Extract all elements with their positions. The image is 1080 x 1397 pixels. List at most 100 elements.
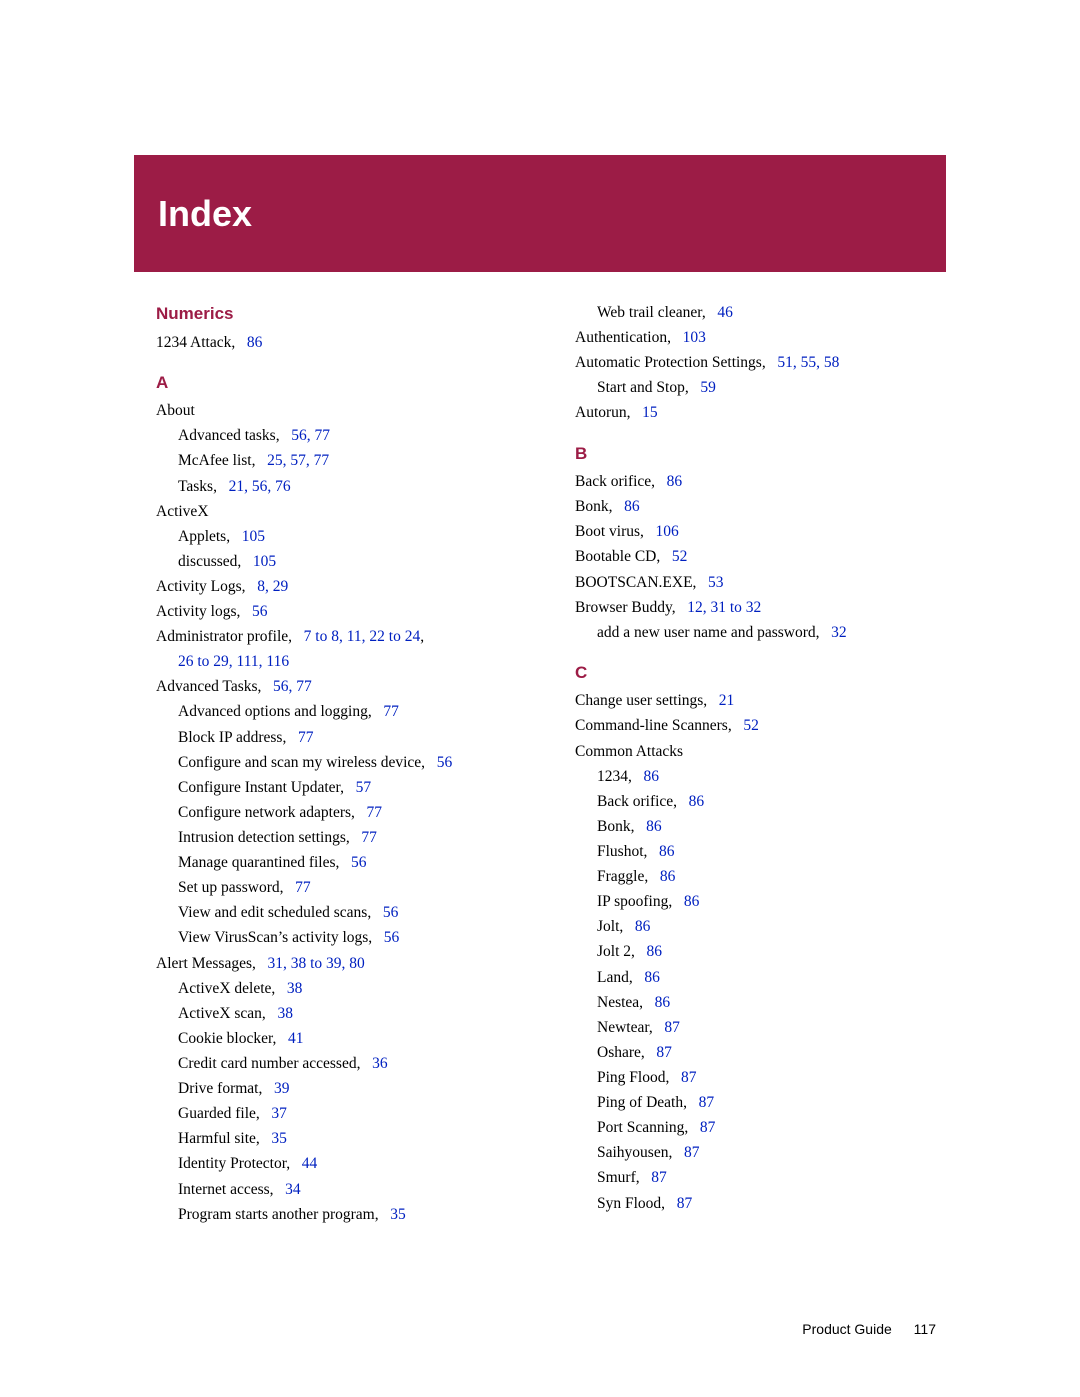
entry-text: Applets,	[178, 528, 230, 545]
page-ref[interactable]: 86	[644, 969, 660, 986]
page-ref[interactable]: 15	[642, 404, 658, 421]
entry-text: Configure Instant Updater,	[178, 779, 344, 796]
page-ref[interactable]: 77	[367, 804, 383, 821]
entry-text: Authentication,	[575, 329, 671, 346]
entry-text: Fraggle,	[597, 868, 648, 885]
entry-ca-nestea: Nestea, 86	[575, 990, 946, 1015]
page-ref[interactable]: 87	[656, 1044, 672, 1061]
page-ref[interactable]: 36	[372, 1055, 388, 1072]
page-ref[interactable]: 21	[719, 692, 735, 709]
page-ref[interactable]: 53	[708, 574, 724, 591]
entry-activex-delete: ActiveX delete, 38	[156, 976, 527, 1001]
page-ref[interactable]: 32	[831, 624, 847, 641]
entry-text: Back orifice,	[597, 793, 677, 810]
entry-text: Syn Flood,	[597, 1195, 665, 1212]
entry-change-user: Change user settings, 21	[575, 688, 946, 713]
page-ref[interactable]: 86	[660, 868, 676, 885]
page-ref[interactable]: 38	[287, 980, 303, 997]
entry-harmful-site: Harmful site, 35	[156, 1126, 527, 1151]
page-ref[interactable]: 56	[383, 904, 399, 921]
page-ref[interactable]: 87	[677, 1195, 693, 1212]
page-ref[interactable]: 87	[700, 1119, 716, 1136]
page-ref[interactable]: 51, 55, 58	[777, 354, 839, 371]
page-ref[interactable]: 35	[390, 1206, 406, 1223]
page-ref[interactable]: 34	[285, 1181, 301, 1198]
page-ref[interactable]: 87	[684, 1144, 700, 1161]
entry-text: Drive format,	[178, 1080, 262, 1097]
entry-creditcard: Credit card number accessed, 36	[156, 1051, 527, 1076]
page-ref[interactable]: 86	[644, 768, 660, 785]
page-ref[interactable]: 87	[664, 1019, 680, 1036]
entry-text: Saihyousen,	[597, 1144, 672, 1161]
page-ref[interactable]: 57	[356, 779, 372, 796]
page-ref[interactable]: 86	[646, 818, 662, 835]
page-ref[interactable]: 87	[681, 1069, 697, 1086]
entry-about: About	[156, 398, 527, 423]
page-ref[interactable]: 103	[683, 329, 706, 346]
page-ref[interactable]: 56, 77	[273, 678, 312, 695]
page-ref[interactable]: 77	[298, 729, 314, 746]
page-ref[interactable]: 52	[743, 717, 759, 734]
entry-activity-logs-lower: Activity logs, 56	[156, 599, 527, 624]
section-A: A	[156, 369, 527, 397]
page-ref[interactable]: 56	[437, 754, 453, 771]
entry-admin-profile: Administrator profile, 7 to 8, 11, 22 to…	[156, 624, 527, 649]
entry-text: BOOTSCAN.EXE,	[575, 574, 696, 591]
entry-text: Manage quarantined files,	[178, 854, 339, 871]
page-ref[interactable]: 7 to 8, 11, 22 to 24	[304, 628, 421, 645]
page-ref[interactable]: 8, 29	[257, 578, 288, 595]
entry-text: Administrator profile,	[156, 628, 292, 645]
page-ref[interactable]: 105	[253, 553, 276, 570]
page-ref[interactable]: 86	[659, 843, 675, 860]
page-ref[interactable]: 86	[647, 943, 663, 960]
entry-advanced-tasks: Advanced tasks, 56, 77	[156, 423, 527, 448]
page-ref[interactable]: 56	[252, 603, 268, 620]
page-ref[interactable]: 106	[656, 523, 679, 540]
page-ref[interactable]: 12, 31 to 32	[687, 599, 761, 616]
page-ref[interactable]: 86	[635, 918, 651, 935]
page-ref[interactable]: 87	[651, 1169, 667, 1186]
page-ref[interactable]: 37	[271, 1105, 287, 1122]
entry-adv-options: Advanced options and logging, 77	[156, 699, 527, 724]
entry-ca-ipspoof: IP spoofing, 86	[575, 889, 946, 914]
entry-ca-pingflood: Ping Flood, 87	[575, 1065, 946, 1090]
page-ref[interactable]: 26 to 29, 111, 116	[178, 653, 289, 670]
entry-text: ActiveX delete,	[178, 980, 275, 997]
page-ref[interactable]: 56	[351, 854, 367, 871]
page-ref[interactable]: 77	[295, 879, 311, 896]
page-ref[interactable]: 56, 77	[291, 427, 330, 444]
page-ref[interactable]: 52	[672, 548, 688, 565]
entry-discussed: discussed, 105	[156, 549, 527, 574]
entry-text: Program starts another program,	[178, 1206, 379, 1223]
entry-identity-protector: Identity Protector, 44	[156, 1151, 527, 1176]
entry-text: View VirusScan’s activity logs,	[178, 929, 372, 946]
page-ref[interactable]: 86	[247, 334, 263, 351]
page-ref[interactable]: 46	[717, 304, 733, 321]
page-ref[interactable]: 59	[700, 379, 716, 396]
page-ref[interactable]: 35	[271, 1130, 287, 1147]
page-ref[interactable]: 31, 38 to 39, 80	[268, 955, 365, 972]
page-ref[interactable]: 86	[667, 473, 683, 490]
entry-text: Cookie blocker,	[178, 1030, 276, 1047]
entry-browser-buddy: Browser Buddy, 12, 31 to 32	[575, 595, 946, 620]
entry-advanced-tasks-2: Advanced Tasks, 56, 77	[156, 674, 527, 699]
page-ref[interactable]: 44	[302, 1155, 318, 1172]
page-ref[interactable]: 25, 57, 77	[267, 452, 329, 469]
page-ref[interactable]: 86	[684, 893, 700, 910]
entry-add-user: add a new user name and password, 32	[575, 620, 946, 645]
page-ref[interactable]: 86	[655, 994, 671, 1011]
page-ref[interactable]: 77	[383, 703, 399, 720]
page-ref[interactable]: 105	[242, 528, 265, 545]
entry-ca-pingofdeath: Ping of Death, 87	[575, 1090, 946, 1115]
entry-internet-access: Internet access, 34	[156, 1177, 527, 1202]
page-ref[interactable]: 39	[274, 1080, 290, 1097]
page-ref[interactable]: 86	[624, 498, 640, 515]
page-ref[interactable]: 21, 56, 76	[229, 478, 291, 495]
page-ref[interactable]: 87	[699, 1094, 715, 1111]
page-ref[interactable]: 86	[689, 793, 705, 810]
page-ref[interactable]: 77	[361, 829, 377, 846]
page-ref[interactable]: 41	[288, 1030, 304, 1047]
entry-text: Oshare,	[597, 1044, 645, 1061]
page-ref[interactable]: 56	[384, 929, 400, 946]
page-ref[interactable]: 38	[277, 1005, 293, 1022]
